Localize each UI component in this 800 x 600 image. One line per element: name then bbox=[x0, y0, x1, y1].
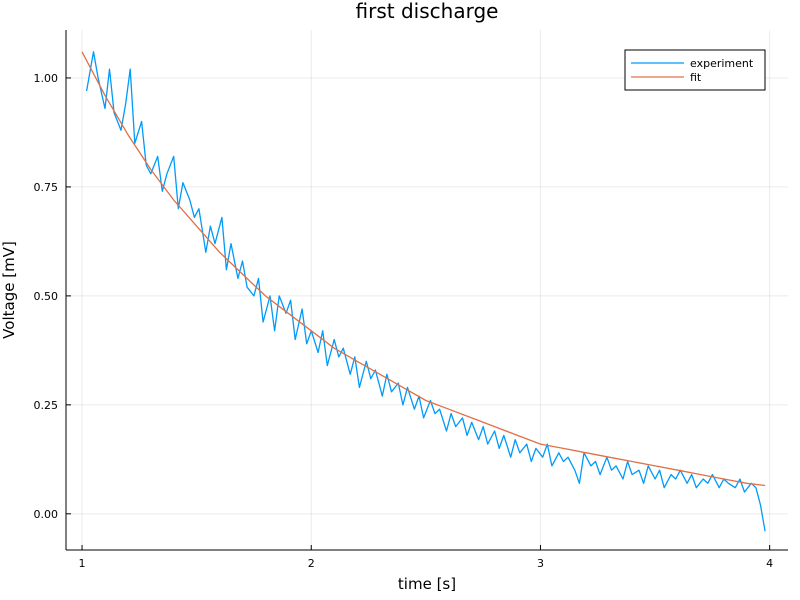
y-tick-label: 0.50 bbox=[34, 290, 59, 303]
x-tick-label: 3 bbox=[537, 557, 544, 570]
axes bbox=[65, 30, 788, 551]
y-tick-label: 0.25 bbox=[34, 399, 59, 412]
y-tick-label: 0.00 bbox=[34, 508, 59, 521]
series-line-fit bbox=[81, 51, 766, 487]
x-tick-label: 1 bbox=[79, 557, 86, 570]
series-line-experiment bbox=[85, 51, 766, 532]
y-tick-label: 0.75 bbox=[34, 181, 59, 194]
ticks: 1 2 3 4 0.00 0.25 0.50 0.75 1.00 bbox=[34, 72, 774, 570]
x-axis-title: time [s] bbox=[398, 575, 456, 593]
legend-label-fit: fit bbox=[690, 71, 702, 84]
legend-box bbox=[624, 49, 766, 91]
y-axis-title: Voltage [mV] bbox=[0, 241, 18, 339]
grid bbox=[66, 30, 788, 550]
x-tick-label: 2 bbox=[308, 557, 315, 570]
chart-title: first discharge bbox=[356, 0, 499, 23]
x-tick-label: 4 bbox=[766, 557, 773, 570]
series-layer bbox=[81, 51, 766, 532]
legend-label-experiment: experiment bbox=[690, 57, 754, 70]
legend: experiment fit bbox=[624, 49, 766, 91]
y-tick-label: 1.00 bbox=[34, 72, 59, 85]
